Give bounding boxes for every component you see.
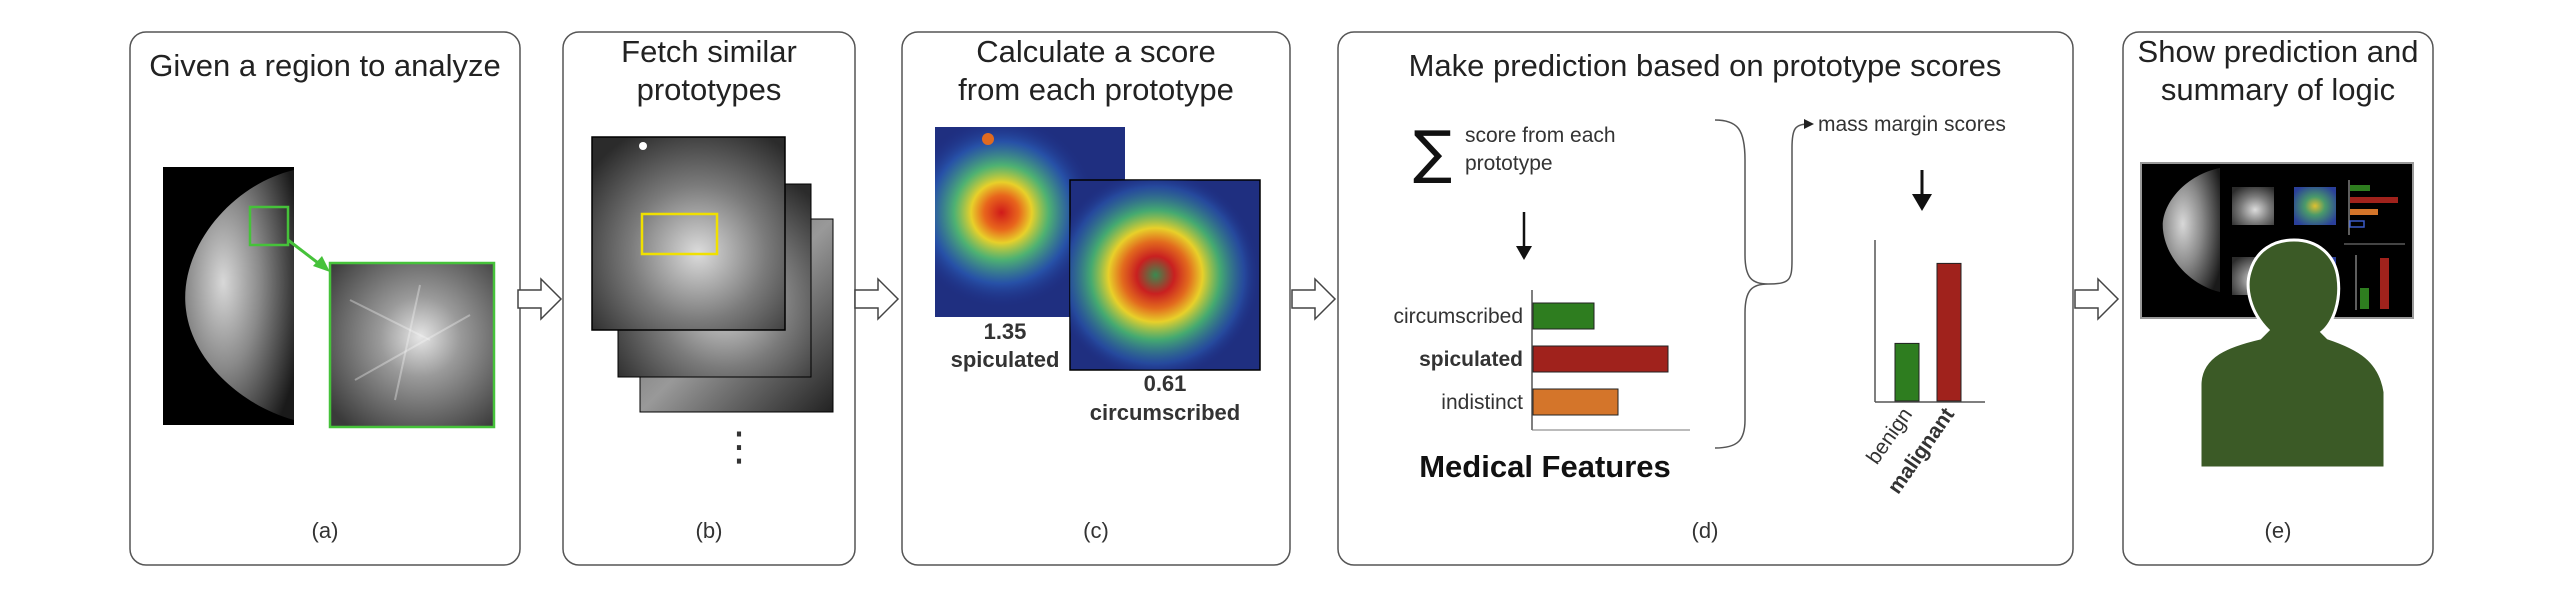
screen-prototype-thumbnail-1 [2232,187,2274,225]
feature-bar-circumscribed [1532,302,1595,330]
screen-mammogram-thumbnail [2162,168,2220,292]
panel-e: Show prediction and summary of logic (e) [2122,31,2434,566]
roi-box [248,205,290,247]
panel-b-title-line-1: Fetch similar [621,34,797,69]
prototype-box [640,212,719,256]
down-arrow-features-head-icon [1516,246,1532,260]
screen-mini-bar-orange [2350,209,2378,215]
panel-a-title-line-1: Given a region to analyze [149,48,501,83]
brace-to-margin-connector [1767,123,1811,285]
flow-arrow-icon [2074,277,2120,321]
medical-features-title: Medical Features [1419,449,1671,484]
mass-margin-text: mass margin scores [1818,113,2006,136]
screen-mini-bar-benign [2360,288,2369,309]
person-silhouette [2198,238,2387,470]
prediction-bar-malignant [1936,262,1962,402]
flow-arrow-icon [517,277,563,321]
panel-e-title-line-1: Show prediction and [2138,34,2419,69]
feature-label-spiculated: spiculated [1419,348,1523,371]
breast-tissue-shape [185,170,294,420]
heatmap-circumscribed-overlay [1070,180,1260,370]
panel-e-caption: (e) [2265,518,2292,543]
feature-bar-chart: circumscribed spiculated indistinct [1393,290,1690,431]
feature-label-indistinct: indistinct [1441,391,1523,414]
panel-c: Calculate a score from each prototype 1.… [901,31,1291,566]
score-text-line-2: prototype [1465,152,1553,175]
flow-arrow-icon [854,277,900,321]
panel-d-frame [1337,31,2074,566]
prototype-calcification-dot [639,142,647,150]
panel-c-caption: (c) [1083,518,1109,543]
zoomed-region-image [328,261,496,429]
panel-d-caption: (d) [1692,518,1719,543]
screen-mini-bar-malignant [2380,258,2389,309]
feature-bar-spiculated [1532,345,1669,373]
panel-b-caption: (b) [696,518,723,543]
panel-d: Make prediction based on prototype score… [1337,31,2074,566]
sigma-symbol: ∑ [1413,118,1452,186]
screen-mini-bar-red [2350,197,2398,203]
score-2-label: circumscribed [1090,400,1240,425]
panel-b: Fetch similar prototypes ⋮ (b) [562,31,856,566]
panel-e-title-line-2: summary of logic [2161,72,2395,107]
score-1-value: 1.35 [984,319,1027,344]
score-text-line-1: score from each [1465,124,1616,147]
flow-arrow-icon [1291,277,1337,321]
zoomed-region-texture [349,284,471,401]
feature-bar-indistinct [1532,388,1619,416]
zoom-arrow [287,238,323,268]
screen-mini-bar-blue [2349,220,2365,228]
connector-arrow-head-icon [1804,119,1814,129]
score-1-label: spiculated [951,347,1060,372]
heatmap-spiculated-spot [982,133,994,145]
panel-b-title-line-2: prototypes [637,72,782,107]
panel-d-title: Make prediction based on prototype score… [1409,48,2002,83]
prototype-image-front [591,136,786,331]
panel-a-caption: (a) [312,518,339,543]
more-prototypes-ellipsis: ⋮ [719,424,759,470]
grouping-brace [1714,119,1769,449]
panel-a: Given a region to analyze (a) [129,31,521,566]
prediction-bar-benign [1894,342,1920,402]
down-arrow-prediction-head-icon [1912,194,1932,211]
score-2-value: 0.61 [1144,371,1187,396]
zoom-arrow-head-icon [313,256,330,272]
panel-c-title-line-1: Calculate a score [976,34,1216,69]
panel-c-title-line-2: from each prototype [958,72,1234,107]
feature-label-circumscribed: circumscribed [1393,305,1523,328]
screen-mini-bar-green [2350,185,2370,191]
screen-heatmap-thumbnail-1 [2294,187,2336,225]
